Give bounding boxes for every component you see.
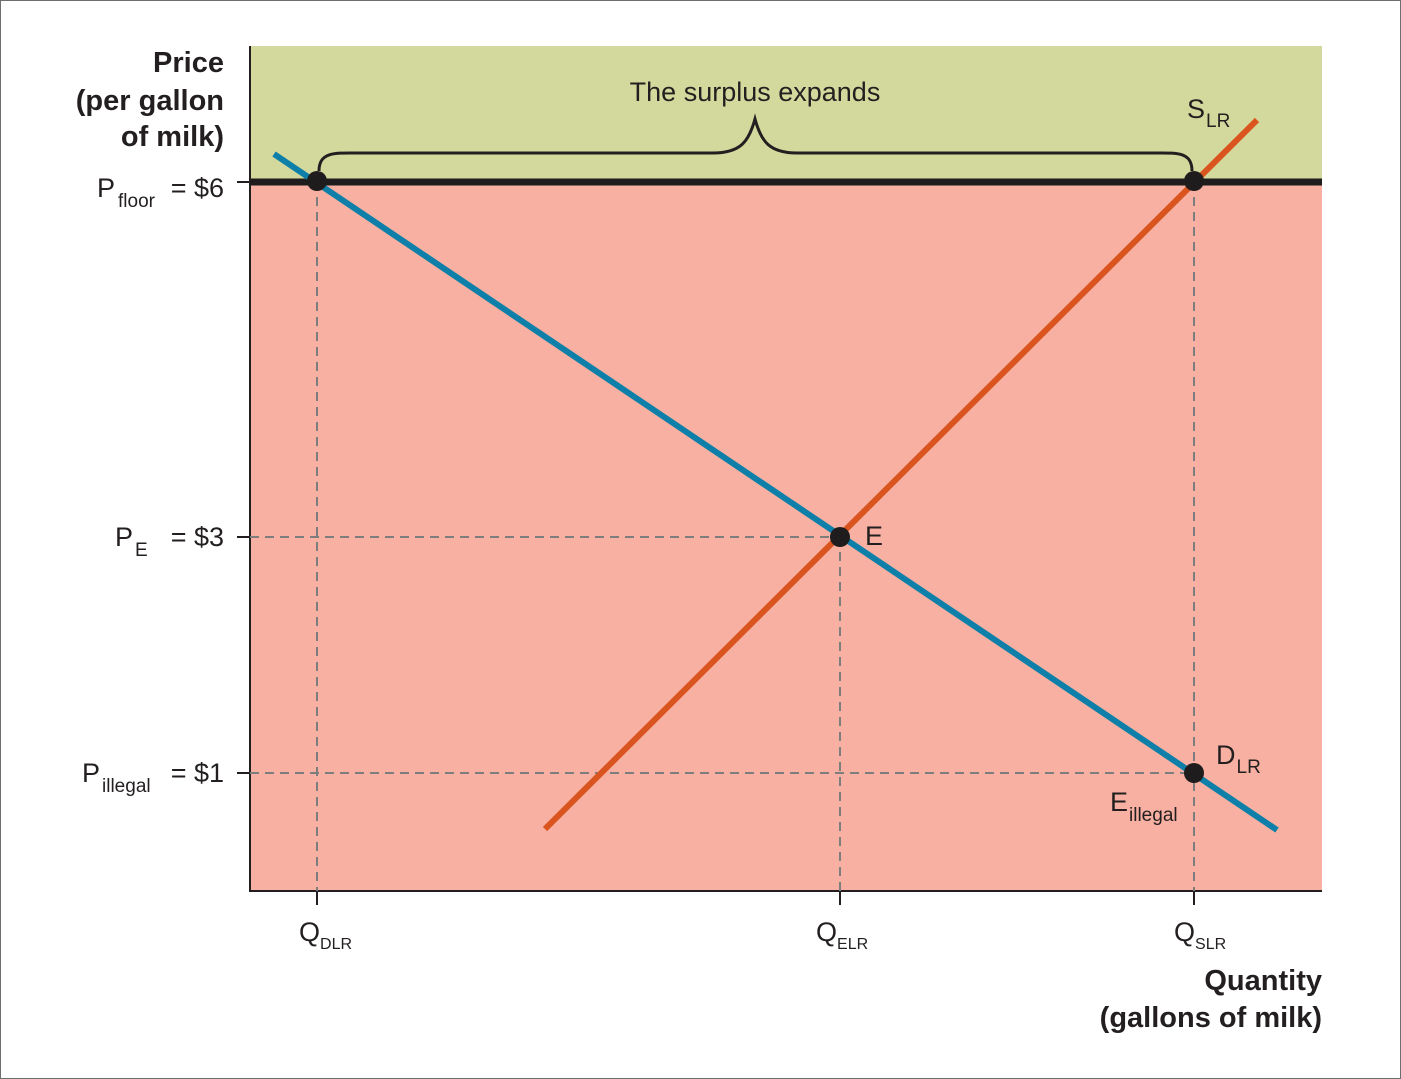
- x-axis-title-line-1: Quantity: [1204, 965, 1322, 997]
- y-axis-title-line-1: Price: [153, 47, 224, 79]
- point-equilibrium: [830, 527, 850, 547]
- price-value-equilibrium: = $3: [171, 522, 224, 552]
- supply-curve-label: SLR: [1187, 94, 1230, 132]
- illegal-equilibrium-label: Eillegal: [1110, 787, 1178, 826]
- quantity-label-equilibrium: QELR: [816, 917, 868, 953]
- equilibrium-label: E: [865, 521, 883, 551]
- x-axis-title-line-2: (gallons of milk): [1100, 1002, 1322, 1034]
- y-axis-title-line-2: (per gallon: [76, 85, 224, 117]
- quantity-label-demanded: QDLR: [299, 917, 352, 953]
- point-illegal-equilibrium: [1184, 763, 1204, 783]
- y-axis-title-line-3: of milk): [121, 121, 224, 153]
- surplus-zone: [250, 46, 1322, 182]
- point-quantity-demanded: [307, 171, 327, 191]
- below-floor-zone: [250, 182, 1322, 891]
- demand-curve-label: DLR: [1216, 740, 1261, 778]
- surplus-annotation: The surplus expands: [630, 77, 881, 107]
- price-value-floor: = $6: [171, 173, 224, 203]
- demand-curve: [272, 151, 1279, 833]
- surplus-brace: [317, 113, 1194, 172]
- price-value-illegal: = $1: [171, 758, 224, 788]
- supply-curve: [542, 117, 1260, 832]
- quantity-label-supplied: QSLR: [1174, 917, 1226, 953]
- point-quantity-supplied: [1184, 171, 1204, 191]
